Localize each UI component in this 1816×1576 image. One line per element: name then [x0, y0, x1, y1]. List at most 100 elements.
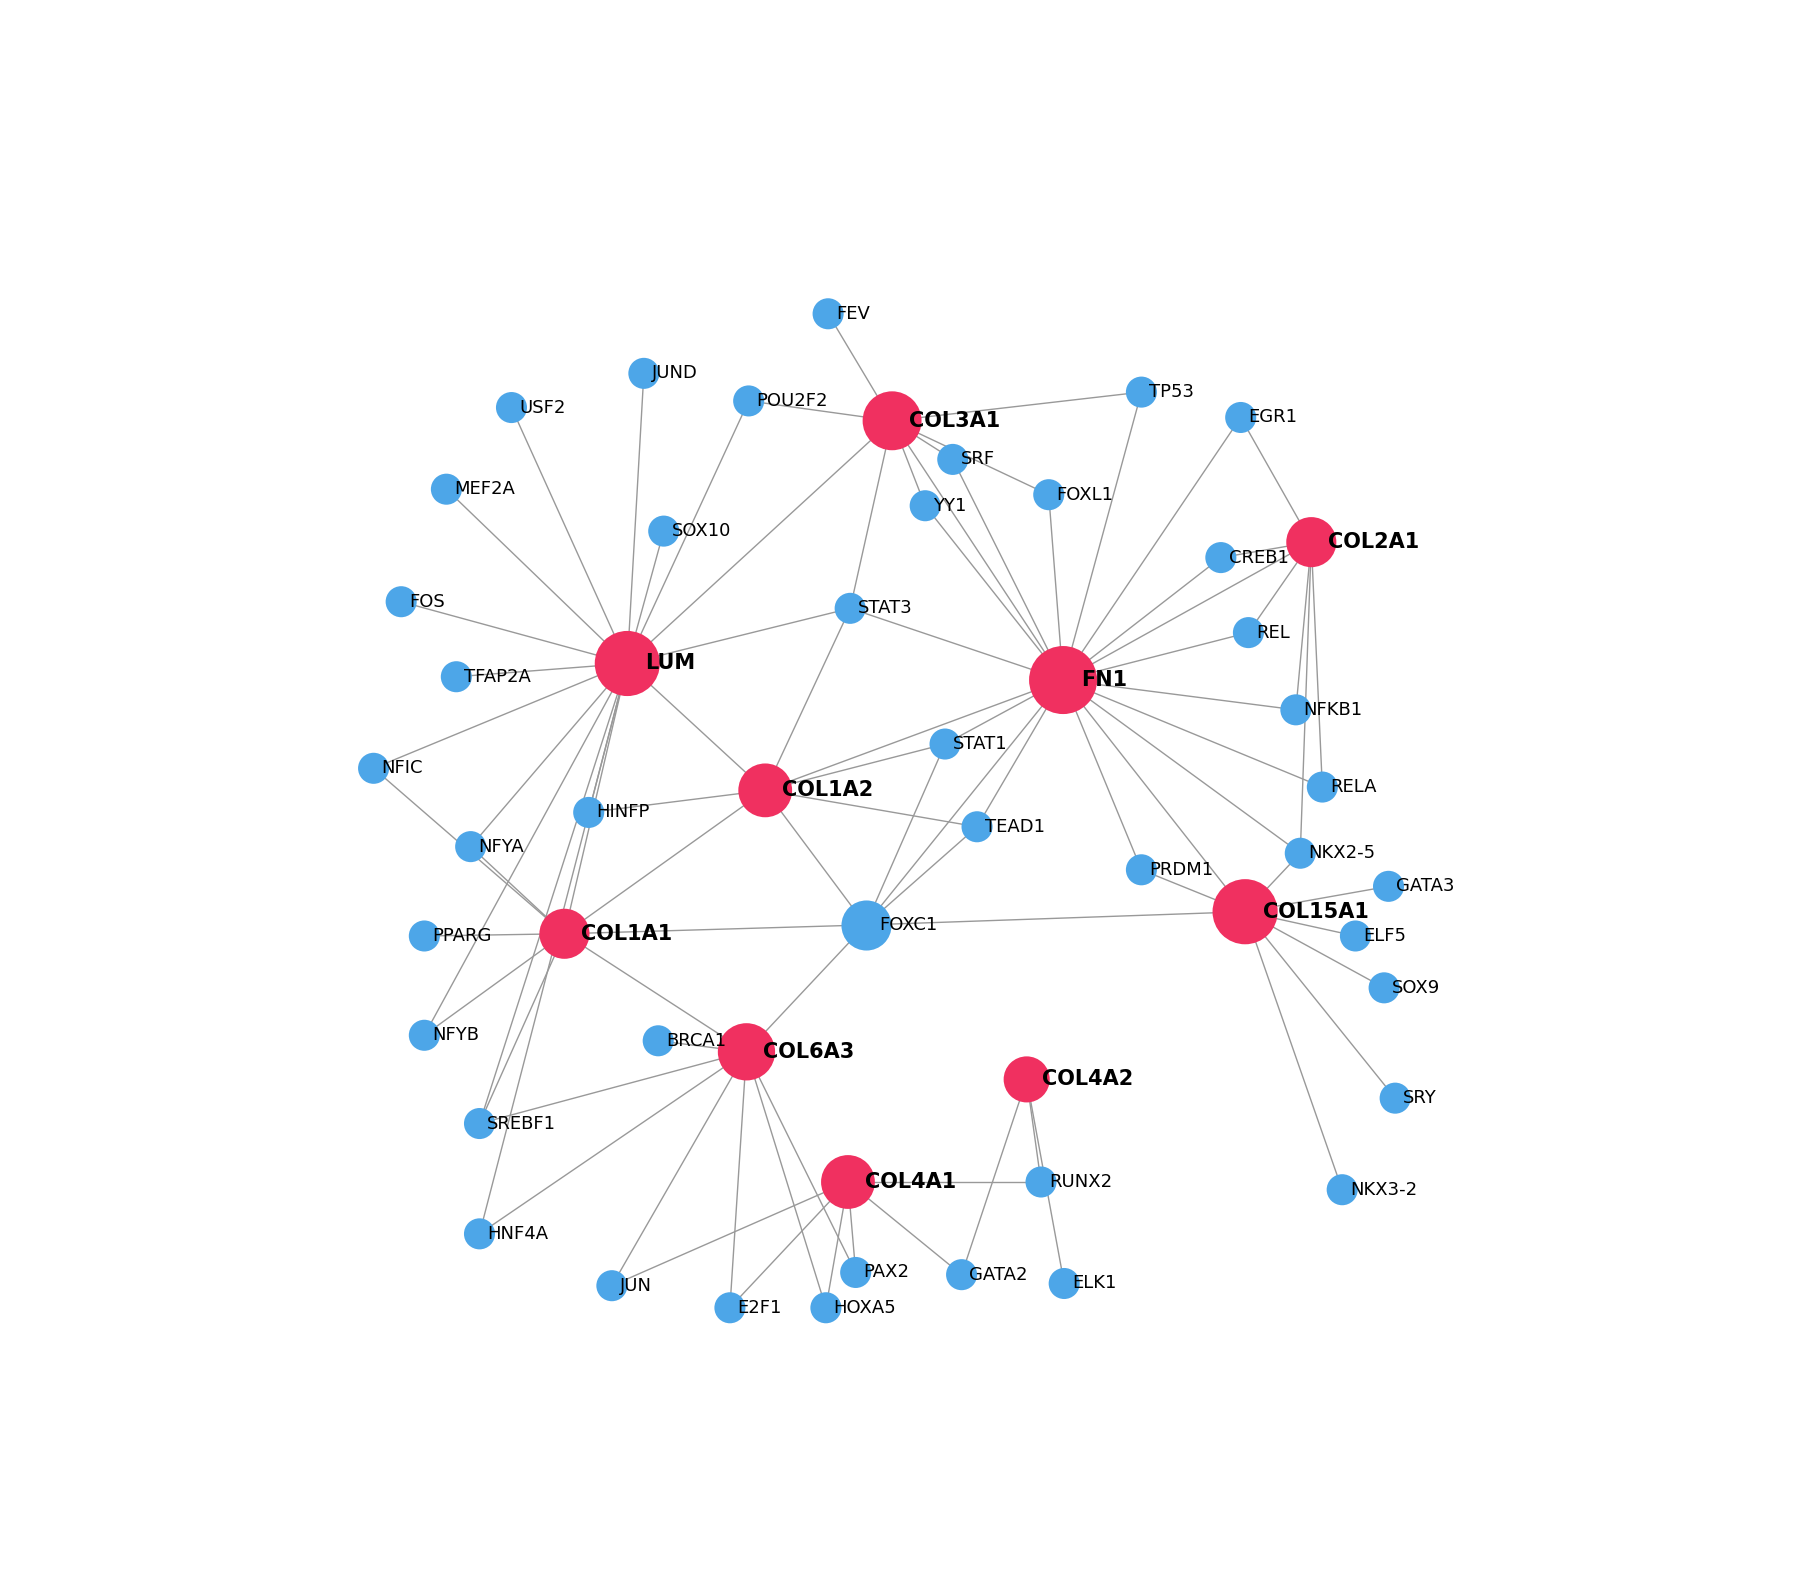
Point [1297, 530, 1326, 555]
Point [1050, 1270, 1079, 1295]
Point [1286, 840, 1315, 865]
Text: ELK1: ELK1 [1071, 1275, 1117, 1292]
Text: MEF2A: MEF2A [454, 481, 516, 498]
Point [732, 1039, 761, 1064]
Point [734, 388, 763, 413]
Point [1380, 1086, 1409, 1111]
Text: NFYB: NFYB [432, 1026, 479, 1045]
Text: SRF: SRF [961, 451, 995, 468]
Text: COL4A1: COL4A1 [864, 1173, 955, 1191]
Text: HOXA5: HOXA5 [834, 1299, 897, 1318]
Point [1128, 857, 1157, 883]
Point [612, 651, 641, 676]
Text: FN1: FN1 [1081, 670, 1128, 690]
Text: GATA2: GATA2 [970, 1266, 1028, 1284]
Point [930, 731, 959, 756]
Point [410, 924, 439, 949]
Text: TEAD1: TEAD1 [984, 818, 1044, 835]
Text: YY1: YY1 [933, 496, 966, 515]
Text: NFKB1: NFKB1 [1304, 701, 1362, 719]
Point [1231, 898, 1260, 924]
Point [1327, 1177, 1357, 1202]
Point [648, 519, 677, 544]
Text: REL: REL [1257, 624, 1289, 641]
Point [877, 408, 906, 433]
Text: COL4A2: COL4A2 [1042, 1070, 1133, 1089]
Text: FEV: FEV [835, 304, 870, 323]
Point [550, 920, 579, 946]
Point [962, 815, 992, 840]
Point [750, 779, 779, 804]
Text: COL2A1: COL2A1 [1327, 533, 1418, 552]
Point [910, 493, 939, 519]
Point [716, 1295, 745, 1321]
Text: COL1A2: COL1A2 [783, 780, 873, 801]
Point [432, 476, 461, 501]
Text: FOXC1: FOXC1 [879, 916, 937, 935]
Text: JUN: JUN [619, 1277, 652, 1295]
Point [498, 396, 527, 421]
Text: NKX2-5: NKX2-5 [1308, 845, 1375, 862]
Text: STAT1: STAT1 [953, 734, 1008, 753]
Text: PPARG: PPARG [432, 927, 492, 946]
Point [1026, 1169, 1055, 1195]
Text: LUM: LUM [645, 654, 696, 673]
Text: JUND: JUND [652, 364, 697, 383]
Point [574, 801, 603, 826]
Text: TFAP2A: TFAP2A [465, 668, 530, 686]
Text: COL1A1: COL1A1 [581, 924, 672, 944]
Text: FOXL1: FOXL1 [1057, 485, 1113, 504]
Point [387, 589, 416, 615]
Point [630, 361, 659, 386]
Point [812, 1295, 841, 1321]
Point [1233, 619, 1262, 645]
Text: COL6A3: COL6A3 [763, 1042, 855, 1062]
Text: POU2F2: POU2F2 [757, 392, 828, 410]
Text: HNF4A: HNF4A [487, 1225, 548, 1243]
Point [465, 1111, 494, 1136]
Point [1340, 924, 1369, 949]
Text: EGR1: EGR1 [1248, 408, 1297, 427]
Text: FOS: FOS [409, 593, 445, 611]
Point [1206, 545, 1235, 571]
Text: RUNX2: RUNX2 [1050, 1173, 1111, 1191]
Text: USF2: USF2 [519, 399, 565, 416]
Point [1375, 873, 1404, 898]
Text: PRDM1: PRDM1 [1150, 860, 1213, 879]
Point [1308, 774, 1337, 799]
Point [360, 756, 389, 782]
Point [852, 913, 881, 938]
Point [835, 596, 864, 621]
Text: ELF5: ELF5 [1364, 927, 1406, 946]
Point [814, 301, 843, 326]
Text: SRY: SRY [1404, 1089, 1436, 1108]
Text: E2F1: E2F1 [737, 1299, 783, 1318]
Text: CREB1: CREB1 [1229, 548, 1289, 567]
Text: TP53: TP53 [1150, 383, 1195, 402]
Point [1035, 482, 1064, 507]
Point [465, 1221, 494, 1247]
Point [643, 1028, 672, 1053]
Point [1128, 380, 1157, 405]
Text: NKX3-2: NKX3-2 [1349, 1180, 1416, 1199]
Text: COL3A1: COL3A1 [910, 411, 1001, 430]
Point [410, 1023, 439, 1048]
Text: SOX9: SOX9 [1391, 979, 1440, 998]
Point [441, 663, 470, 689]
Point [1048, 668, 1077, 693]
Point [1226, 405, 1255, 430]
Text: SOX10: SOX10 [672, 522, 730, 541]
Text: COL15A1: COL15A1 [1262, 901, 1369, 922]
Point [939, 448, 968, 473]
Text: SREBF1: SREBF1 [487, 1114, 556, 1133]
Text: BRCA1: BRCA1 [666, 1032, 726, 1050]
Text: NFIC: NFIC [381, 760, 423, 777]
Point [948, 1262, 977, 1288]
Text: RELA: RELA [1329, 779, 1377, 796]
Point [841, 1259, 870, 1284]
Text: GATA3: GATA3 [1397, 878, 1455, 895]
Point [1369, 976, 1398, 1001]
Text: PAX2: PAX2 [863, 1264, 910, 1281]
Point [834, 1169, 863, 1195]
Point [1282, 697, 1311, 722]
